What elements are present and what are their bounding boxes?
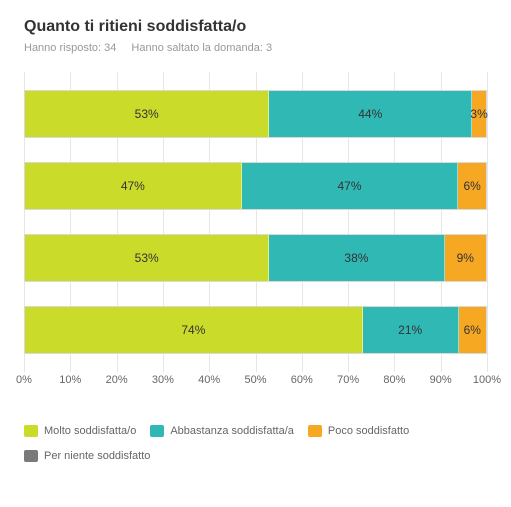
bar-segment-abbastanza: 38% [269, 235, 444, 281]
skipped-value: 3 [266, 42, 272, 54]
answered-label: Hanno risposto: [24, 42, 101, 54]
bar-segment-poco: 3% [472, 91, 486, 137]
x-tick: 40% [198, 374, 220, 386]
x-axis: 0%10%20%30%40%50%60%70%80%90%100% [24, 372, 487, 392]
bar-rows: 53%44%3%47%47%6%53%38%9%74%21%6% [24, 72, 487, 372]
x-tick: 60% [291, 374, 313, 386]
x-tick: 70% [337, 374, 359, 386]
legend-swatch [150, 425, 164, 437]
legend-label: Molto soddisfatta/o [44, 420, 136, 442]
legend: Molto soddisfatta/o Abbastanza soddisfatt… [24, 420, 487, 470]
legend-item-niente: Per niente soddisfatto [24, 445, 150, 467]
bar-segment-molto: 53% [25, 235, 269, 281]
bar-segment-poco: 6% [458, 163, 486, 209]
bar-row: 47%47%6% [24, 162, 487, 210]
bar-segment-molto: 47% [25, 163, 242, 209]
legend-item-poco: Poco soddisfatto [308, 420, 409, 442]
satisfaction-chart: Quanto ti ritieni soddisfatta/o Hanno ri… [0, 0, 511, 480]
bar-segment-abbastanza: 21% [363, 307, 459, 353]
chart-title: Quanto ti ritieni soddisfatta/o [24, 18, 487, 36]
bar-row: 53%38%9% [24, 234, 487, 282]
chart-subtitle: Hanno risposto: 34 Hanno saltato la doma… [24, 42, 487, 54]
legend-item-abbastanza: Abbastanza soddisfatta/a [150, 420, 294, 442]
bar-segment-molto: 74% [25, 307, 363, 353]
bar-segment-abbastanza: 47% [242, 163, 459, 209]
bar-segment-poco: 6% [459, 307, 486, 353]
x-tick: 30% [152, 374, 174, 386]
bar-segment-molto: 53% [25, 91, 269, 137]
x-tick: 100% [473, 374, 501, 386]
answered-value: 34 [104, 42, 116, 54]
x-tick: 0% [16, 374, 32, 386]
x-tick: 90% [430, 374, 452, 386]
legend-label: Abbastanza soddisfatta/a [170, 420, 294, 442]
bar-segment-abbastanza: 44% [269, 91, 472, 137]
legend-label: Per niente soddisfatto [44, 445, 150, 467]
legend-swatch [24, 450, 38, 462]
x-tick: 10% [59, 374, 81, 386]
plot-area: 53%44%3%47%47%6%53%38%9%74%21%6% 0%10%20… [24, 72, 487, 392]
bar-segment-poco: 9% [445, 235, 486, 281]
x-tick: 20% [106, 374, 128, 386]
bar-row: 53%44%3% [24, 90, 487, 138]
legend-swatch [308, 425, 322, 437]
bar-row: 74%21%6% [24, 306, 487, 354]
legend-item-molto: Molto soddisfatta/o [24, 420, 136, 442]
x-tick: 50% [244, 374, 266, 386]
legend-swatch [24, 425, 38, 437]
legend-label: Poco soddisfatto [328, 420, 409, 442]
x-tick: 80% [383, 374, 405, 386]
skipped-label: Hanno saltato la domanda: [131, 42, 262, 54]
